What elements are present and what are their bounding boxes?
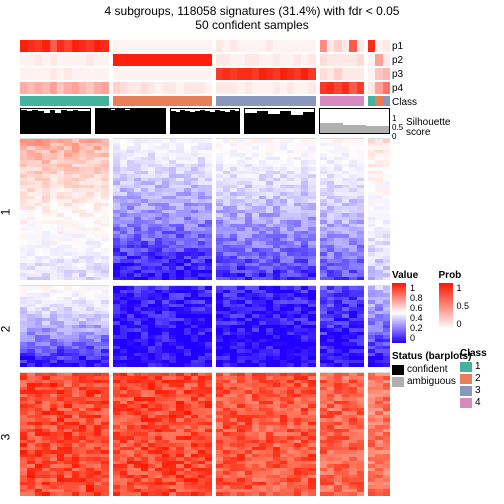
row-group-label: 2 [0, 326, 12, 333]
row-group-labels: 123 [4, 40, 18, 500]
legend-area: Value10.80.60.40.20Prob10.50Status (barp… [392, 270, 502, 388]
row-group-label: 1 [0, 209, 12, 216]
plot-area [20, 40, 390, 500]
legend-value: Value10.80.60.40.20 [392, 270, 423, 343]
annotation-track-labels: p1p2p3p4Class10.50Silhouette score [392, 40, 417, 138]
legend-prob: Prob10.50 [439, 270, 470, 343]
plot-subtitle: 50 confident samples [0, 18, 504, 34]
anno-label: p4 [392, 82, 417, 96]
anno-label: p1 [392, 40, 417, 54]
anno-label: p2 [392, 54, 417, 68]
legend-class: Class1234 [460, 348, 487, 409]
anno-label: p3 [392, 68, 417, 82]
row-group-label: 3 [0, 434, 12, 441]
anno-label: Class [392, 96, 417, 110]
plot-title: 4 subgroups, 118058 signatures (31.4%) w… [0, 0, 504, 18]
